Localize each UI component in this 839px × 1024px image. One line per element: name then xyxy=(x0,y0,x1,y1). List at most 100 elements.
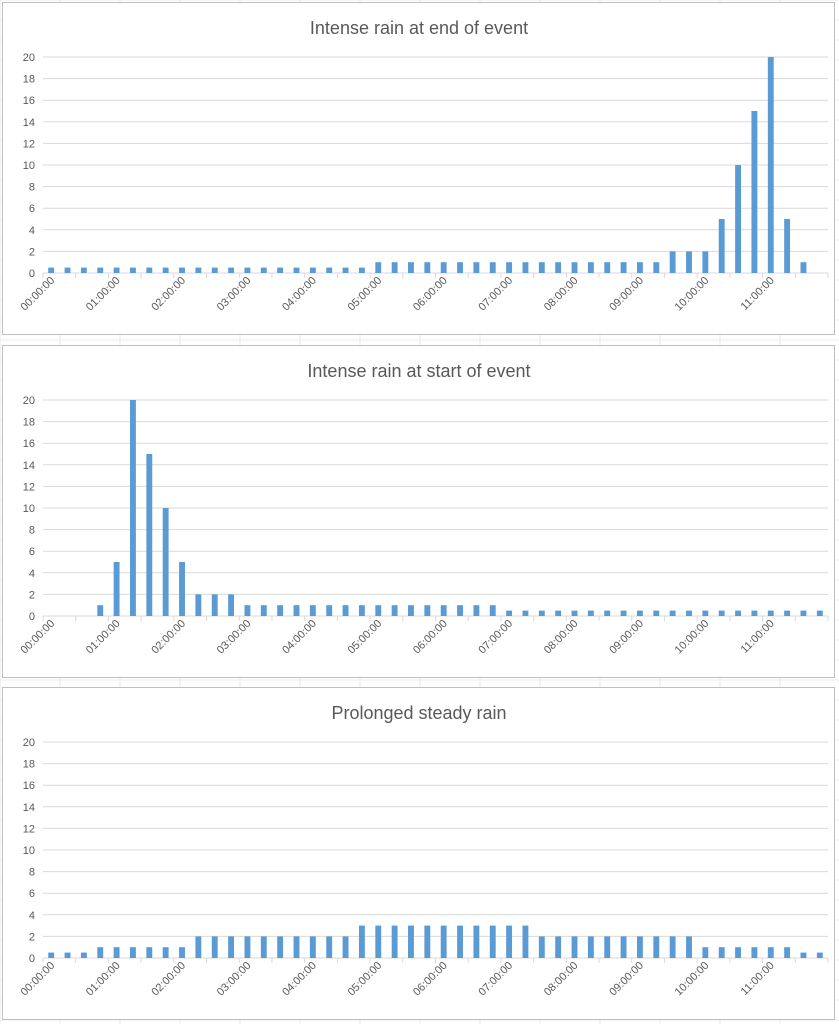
bar xyxy=(555,262,562,273)
chart-intense-rain-end[interactable]: Intense rain at end of event 0 2 4 6 8 10 12 14 1… xyxy=(2,2,835,335)
bar xyxy=(735,610,741,616)
y-tick-label: 16 xyxy=(23,780,35,792)
x-tick-label: 08:00:00 xyxy=(542,618,581,657)
y-tick-label: 20 xyxy=(23,737,35,749)
bar xyxy=(211,594,218,616)
bar xyxy=(326,267,333,273)
bar xyxy=(179,562,185,616)
bar xyxy=(326,605,333,616)
bar xyxy=(555,936,562,958)
bar xyxy=(375,605,382,616)
x-tick-label: 01:00:00 xyxy=(84,960,123,999)
bar xyxy=(408,262,414,273)
bar xyxy=(162,267,169,273)
x-tick-label: 06:00:00 xyxy=(411,960,450,999)
y-tick-label: 12 xyxy=(23,823,35,835)
bar xyxy=(146,267,153,273)
x-tick-label: 09:00:00 xyxy=(607,275,646,314)
bar xyxy=(718,219,725,273)
y-tick-label: 6 xyxy=(29,546,35,558)
x-tick-label: 01:00:00 xyxy=(84,618,123,657)
bar xyxy=(211,936,218,958)
bar xyxy=(113,947,120,958)
y-tick-label: 12 xyxy=(23,138,35,150)
bar xyxy=(751,610,758,616)
x-tick-label: 10:00:00 xyxy=(673,960,712,999)
y-tick-label: 10 xyxy=(23,503,35,515)
bar xyxy=(669,251,676,273)
bar xyxy=(506,262,513,273)
bar xyxy=(571,936,578,958)
bar xyxy=(424,605,431,616)
bar xyxy=(391,262,398,273)
bar xyxy=(620,262,627,273)
x-tick-label: 02:00:00 xyxy=(149,618,188,657)
y-tick-label: 8 xyxy=(29,525,35,537)
bar xyxy=(653,936,660,958)
bar xyxy=(162,947,169,958)
bar xyxy=(473,262,480,273)
y-tick-label: 10 xyxy=(23,160,35,172)
bar xyxy=(816,610,823,616)
x-tick-label: 02:00:00 xyxy=(149,275,188,314)
chart-intense-rain-start[interactable]: Intense rain at start of event 0 2 4 6 8 10 12 1… xyxy=(2,345,835,678)
bar xyxy=(64,267,71,273)
bar xyxy=(587,262,594,273)
bar xyxy=(244,267,251,273)
bar xyxy=(522,262,529,273)
x-tick-label: 05:00:00 xyxy=(346,275,385,314)
y-tick-label: 8 xyxy=(29,867,35,879)
bar xyxy=(800,262,807,273)
x-tick-label: 08:00:00 xyxy=(542,960,581,999)
bar xyxy=(375,262,382,273)
bar xyxy=(767,57,774,273)
x-tick-label: 09:00:00 xyxy=(607,960,646,999)
chart-svg: Prolonged steady rain 0 2 4 6 8 10 12 14 16 18 20 00… xyxy=(19,703,829,999)
bar xyxy=(64,952,71,958)
bar xyxy=(784,947,791,958)
bar xyxy=(309,936,316,958)
bar xyxy=(522,925,529,958)
y-tick-label: 6 xyxy=(29,203,35,215)
bar xyxy=(506,610,513,616)
chart-prolonged-steady-rain[interactable]: Prolonged steady rain 0 2 4 6 8 10 12 14 16 18 20 00… xyxy=(2,687,835,1020)
bar xyxy=(424,925,431,958)
bar xyxy=(457,925,463,958)
bar xyxy=(767,947,774,958)
bar xyxy=(489,605,496,616)
bar xyxy=(800,952,807,958)
bar xyxy=(784,219,791,273)
bar xyxy=(80,267,87,273)
bar xyxy=(702,610,709,616)
chart-svg: Intense rain at end of event 0 2 4 6 8 10 12 14 1… xyxy=(19,18,829,314)
y-tick-label: 0 xyxy=(29,611,35,623)
bar xyxy=(195,267,202,273)
bar xyxy=(130,267,136,273)
bar xyxy=(636,262,643,273)
bar xyxy=(260,936,267,958)
bar xyxy=(538,610,545,616)
y-tick-label: 14 xyxy=(23,802,35,814)
bar xyxy=(440,605,447,616)
bar xyxy=(277,605,284,616)
x-tick-label: 11:00:00 xyxy=(739,618,777,656)
bar xyxy=(277,936,284,958)
bar xyxy=(686,251,692,273)
chart-title: Intense rain at start of event xyxy=(307,361,530,381)
bar xyxy=(293,936,300,958)
bar xyxy=(342,936,349,958)
x-tick-label: 05:00:00 xyxy=(346,618,385,657)
y-tick-label: 2 xyxy=(29,931,35,943)
y-tick-label: 4 xyxy=(29,910,35,922)
x-tick-label: 07:00:00 xyxy=(476,275,515,314)
bar xyxy=(293,605,300,616)
x-tick-label: 04:00:00 xyxy=(280,960,319,999)
y-tick-label: 8 xyxy=(29,182,35,194)
bar xyxy=(326,936,333,958)
x-tick-label: 03:00:00 xyxy=(215,275,254,314)
bar xyxy=(97,267,104,273)
bar xyxy=(80,952,87,958)
bar xyxy=(604,936,611,958)
bar xyxy=(391,605,398,616)
bar xyxy=(620,610,627,616)
